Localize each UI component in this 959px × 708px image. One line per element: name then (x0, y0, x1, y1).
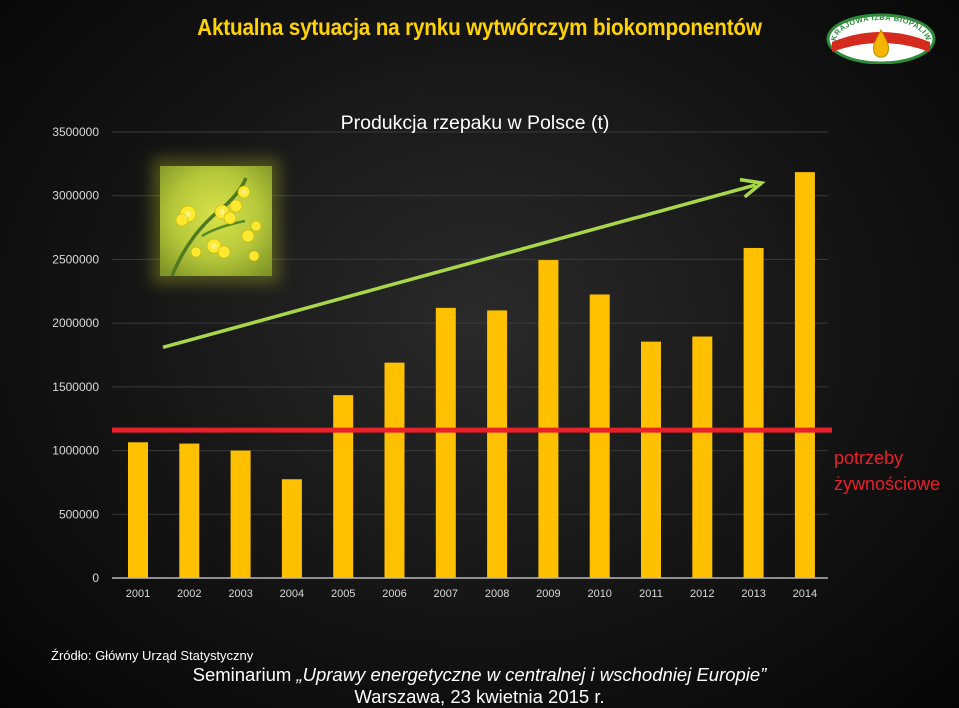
y-tick-label: 0 (92, 571, 99, 585)
trend-arrow-shaft (162, 183, 757, 350)
bars (128, 172, 815, 578)
bar (384, 362, 405, 578)
slide-title: Aktualna sytuacja na rynku wytwórczym bi… (197, 14, 762, 40)
y-axis-ticks: 0 500000 1000000 1500000 2000000 2500000 30000… (52, 125, 99, 585)
y-tick-label: 1500000 (52, 380, 99, 394)
trend-arrow (162, 177, 766, 350)
x-tick-label: 2010 (587, 588, 611, 600)
footer-seminar: Seminarium „Uprawy energetyczne w centra… (0, 664, 959, 686)
y-tick-label: 2500000 (52, 252, 99, 266)
bar (230, 450, 251, 578)
bar (281, 479, 302, 578)
y-tick-label: 500000 (59, 507, 99, 521)
bar (487, 310, 508, 578)
x-axis-ticks: 2001 2002 2003 2004 2005 2006 2007 2008 2009 2010… (126, 588, 817, 600)
x-tick-label: 2014 (793, 588, 817, 600)
footer-prefix: Seminarium (192, 664, 297, 685)
x-tick-label: 2006 (382, 588, 406, 600)
krajowa-izba-biopaliw-logo: KRAJOWA IZBA BIOPALIW (826, 13, 936, 64)
threshold-label: potrzeby żywnościowe (834, 448, 941, 494)
x-tick-label: 2013 (741, 588, 765, 600)
y-tick-label: 3000000 (52, 189, 99, 203)
bar (333, 395, 354, 578)
x-tick-label: 2004 (280, 588, 304, 600)
bar (435, 307, 456, 578)
x-tick-label: 2007 (434, 588, 458, 600)
footer-date: Warszawa, 23 kwietnia 2015 r. (354, 686, 605, 707)
bar (692, 336, 713, 578)
x-tick-label: 2005 (331, 588, 355, 600)
bar (641, 341, 661, 578)
y-tick-label: 3500000 (52, 125, 99, 139)
x-tick-label: 2001 (126, 588, 150, 600)
bar (179, 443, 200, 578)
y-tick-label: 2000000 (52, 316, 99, 330)
source-note: Źródło: Główny Urząd Statystyczny (51, 648, 254, 663)
bar (538, 260, 559, 578)
footer-seminar-title: „Uprawy energetyczne w centralnej i wsch… (296, 664, 767, 685)
trend-arrow-head (739, 177, 766, 199)
bar (794, 172, 815, 578)
y-tick-label: 1000000 (52, 444, 99, 458)
x-tick-label: 2009 (536, 588, 560, 600)
x-tick-label: 2003 (228, 588, 252, 600)
x-tick-label: 2008 (485, 588, 509, 600)
chart-title: Produkcja rzepaku w Polsce (t) (341, 112, 610, 134)
bar (743, 247, 764, 578)
rapeseed-flower-photo (160, 166, 272, 276)
x-tick-label: 2012 (690, 588, 714, 600)
bar (589, 294, 610, 578)
x-tick-label: 2002 (177, 588, 201, 600)
bar (128, 442, 148, 578)
x-tick-label: 2011 (639, 588, 663, 600)
